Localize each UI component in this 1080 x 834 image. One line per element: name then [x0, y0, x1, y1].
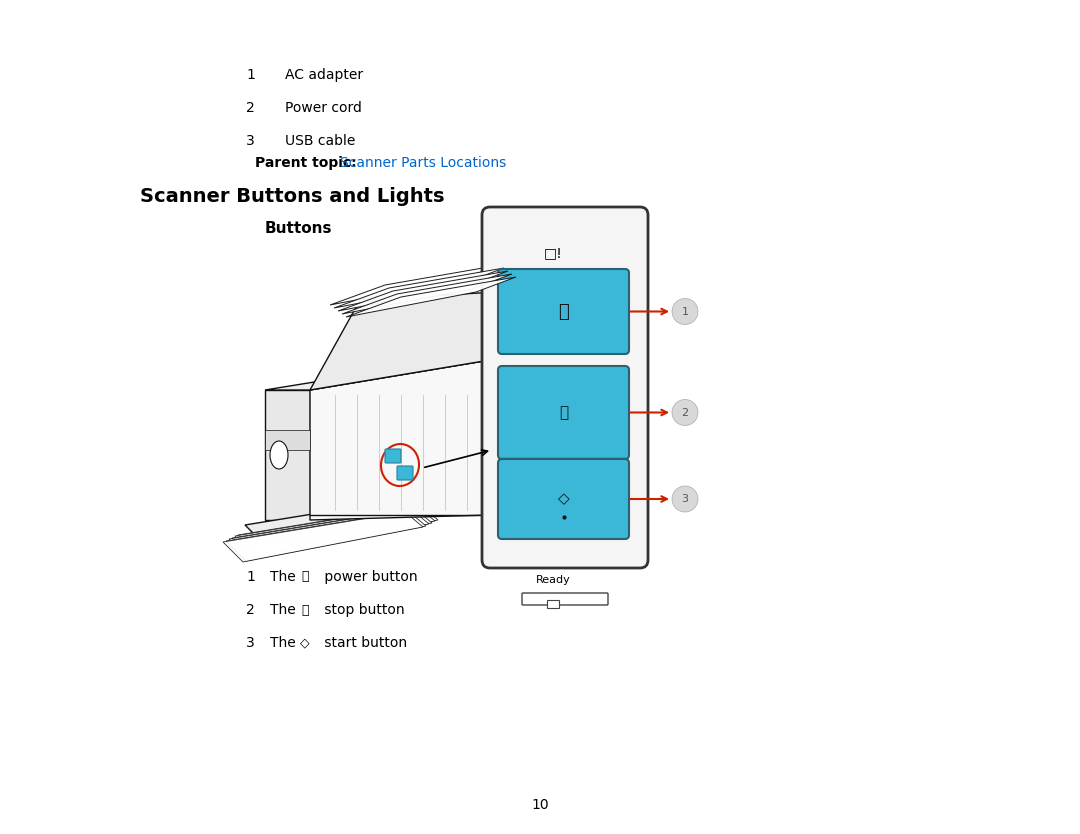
FancyBboxPatch shape — [498, 366, 629, 459]
Text: 2: 2 — [246, 603, 255, 617]
FancyBboxPatch shape — [384, 449, 401, 463]
FancyBboxPatch shape — [498, 269, 629, 354]
Polygon shape — [342, 274, 512, 314]
Polygon shape — [245, 495, 450, 545]
Polygon shape — [310, 290, 530, 390]
Text: 1: 1 — [246, 68, 255, 82]
Text: 2: 2 — [246, 101, 255, 115]
Text: stop button: stop button — [320, 603, 405, 617]
Text: ◇: ◇ — [557, 491, 569, 506]
FancyBboxPatch shape — [522, 593, 608, 605]
Text: start button: start button — [320, 636, 407, 650]
Text: ⏻: ⏻ — [558, 303, 569, 320]
Polygon shape — [330, 265, 500, 305]
Polygon shape — [229, 509, 429, 559]
Bar — [546, 600, 559, 608]
Text: 1: 1 — [681, 307, 689, 316]
Text: power button: power button — [320, 570, 418, 584]
Text: The: The — [270, 636, 300, 650]
Text: ⏻: ⏻ — [301, 570, 309, 584]
Text: USB cable: USB cable — [285, 134, 355, 148]
Polygon shape — [226, 511, 426, 561]
Text: 2: 2 — [681, 408, 689, 418]
Circle shape — [672, 486, 698, 512]
Polygon shape — [265, 360, 490, 390]
Polygon shape — [310, 360, 490, 520]
Text: 3: 3 — [681, 494, 689, 504]
Polygon shape — [346, 277, 516, 317]
FancyBboxPatch shape — [498, 459, 629, 539]
Circle shape — [672, 299, 698, 324]
Polygon shape — [265, 390, 310, 520]
Text: 3: 3 — [246, 134, 255, 148]
Text: The: The — [270, 570, 300, 584]
Polygon shape — [232, 508, 432, 558]
Text: Scanner Parts Locations: Scanner Parts Locations — [340, 156, 507, 170]
Text: AC adapter: AC adapter — [285, 68, 363, 82]
Text: ◇: ◇ — [300, 636, 310, 650]
Text: 1: 1 — [246, 570, 255, 584]
Polygon shape — [238, 505, 438, 555]
Circle shape — [672, 399, 698, 425]
Text: Scanner Buttons and Lights: Scanner Buttons and Lights — [140, 187, 445, 205]
Text: 3: 3 — [246, 636, 255, 650]
Text: Power cord: Power cord — [285, 101, 362, 115]
Polygon shape — [265, 430, 310, 450]
Text: Parent topic:: Parent topic: — [255, 156, 356, 170]
Text: The: The — [270, 603, 300, 617]
Text: 10: 10 — [531, 798, 549, 812]
Text: ⎈: ⎈ — [301, 604, 309, 616]
Polygon shape — [222, 512, 423, 562]
Polygon shape — [235, 506, 435, 556]
Text: Buttons: Buttons — [265, 220, 333, 235]
Text: Ready: Ready — [536, 575, 570, 585]
Polygon shape — [338, 271, 508, 311]
FancyBboxPatch shape — [482, 207, 648, 568]
Text: ⎈: ⎈ — [559, 405, 568, 420]
Polygon shape — [334, 268, 504, 308]
Ellipse shape — [270, 441, 288, 469]
Text: □!: □! — [543, 246, 563, 260]
FancyBboxPatch shape — [397, 466, 413, 480]
